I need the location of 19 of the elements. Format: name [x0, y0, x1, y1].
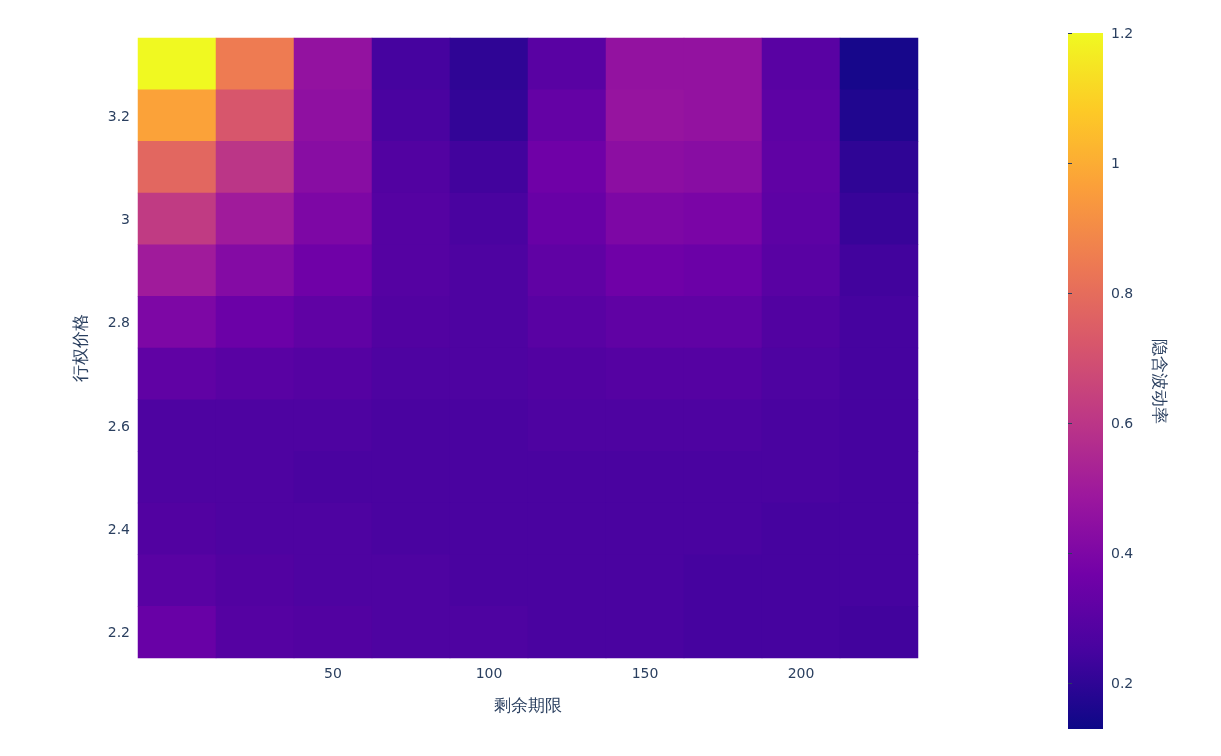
color-bar-label: 1 — [1111, 155, 1120, 172]
color-bar-title: 隐含波动率 — [1149, 338, 1170, 424]
x-tick-label: 50 — [324, 665, 342, 681]
y-tick-label: 2.4 — [107, 520, 131, 537]
x-tick-label: 150 — [631, 665, 659, 681]
color-bar-label: 0.6 — [1111, 415, 1134, 432]
color-bar-label: 0.8 — [1111, 285, 1134, 302]
y-tick-label: 2.2 — [107, 624, 130, 641]
x-axis-title: 剩余期限 — [494, 694, 562, 715]
color-bar-label: 0.4 — [1111, 545, 1134, 562]
color-bar-label: 1.2 — [1111, 25, 1134, 41]
y-tick-label: 3.2 — [107, 107, 130, 124]
x-tick-label: 200 — [787, 665, 815, 681]
y-tick-label: 2.8 — [107, 314, 130, 331]
y-tick-label: 3 — [121, 210, 130, 227]
x-tick-label: 100 — [475, 665, 503, 681]
y-axis-title: 行权价格 — [69, 314, 90, 382]
color-bar-label: 0.2 — [1111, 675, 1134, 692]
y-tick-label: 2.6 — [107, 417, 131, 434]
